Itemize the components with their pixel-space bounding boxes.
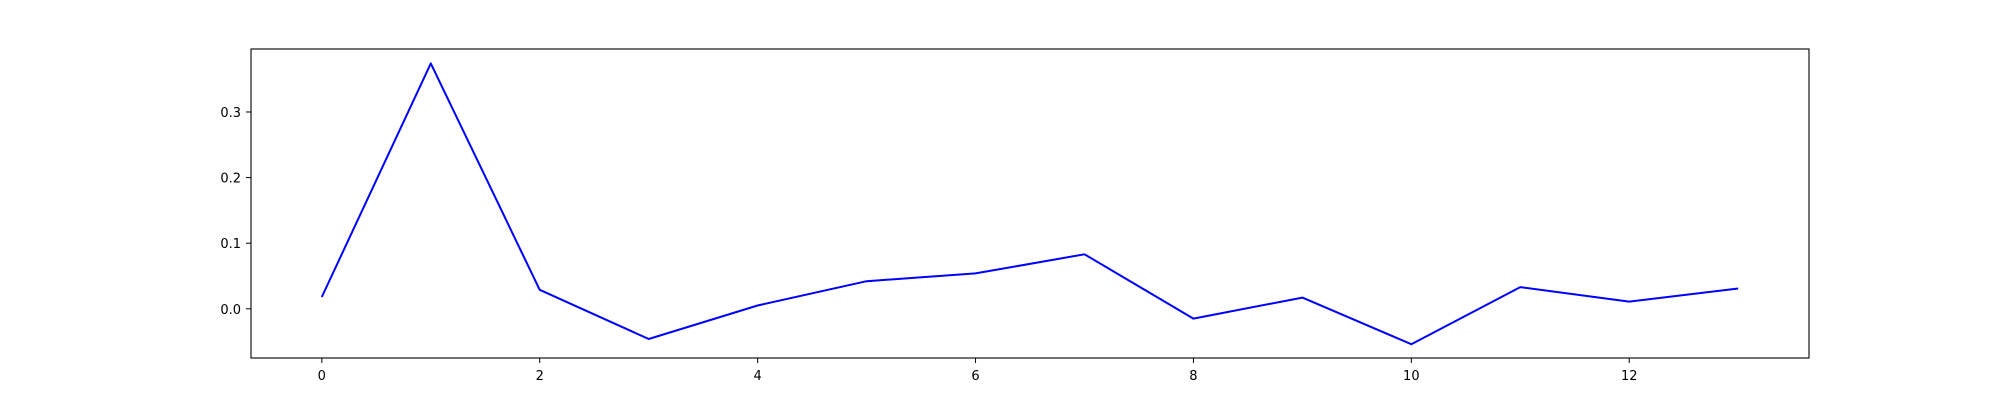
series-line <box>320 62 1739 346</box>
y-tick-label: 0.1 <box>220 237 241 252</box>
x-tick-label: 4 <box>753 369 761 384</box>
x-tick-label: 10 <box>1403 369 1420 384</box>
x-tick-label: 8 <box>1189 369 1197 384</box>
x-tick-label: 2 <box>536 369 544 384</box>
y-axis-ticks: 0.0 0.1 0.2 0.3 <box>220 106 251 318</box>
y-tick-label: 0.0 <box>220 303 241 318</box>
y-tick-label: 0.3 <box>220 106 241 121</box>
plot-area-frame <box>250 48 1810 359</box>
y-tick-label: 0.2 <box>220 172 241 187</box>
x-tick-label: 12 <box>1621 369 1638 384</box>
x-tick-label: 0 <box>318 369 326 384</box>
series-layer <box>320 62 1739 346</box>
x-tick-label: 6 <box>971 369 979 384</box>
x-axis-ticks: 0 2 4 6 8 10 12 <box>318 358 1638 384</box>
